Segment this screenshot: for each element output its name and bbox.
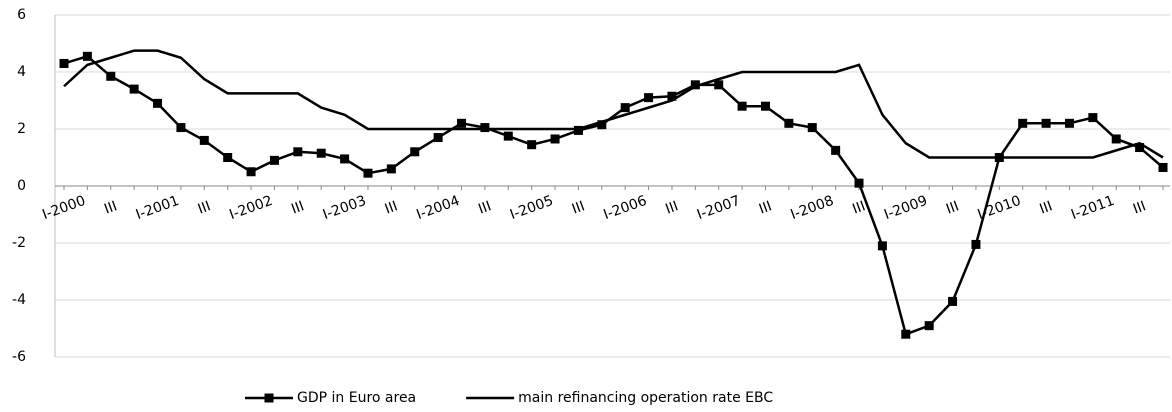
x-tick-label: III <box>476 198 493 217</box>
x-tick-label: I-2009 <box>882 193 930 223</box>
marker <box>59 58 69 68</box>
marker <box>223 153 233 162</box>
x-tick-label: III <box>383 198 400 217</box>
x-tick-label: III <box>196 198 213 217</box>
x-tick-label: I-2004 <box>414 193 462 223</box>
marker <box>1041 118 1051 128</box>
y-tick-label: 0 <box>17 178 26 194</box>
legend-label: main refinancing operation rate EBC <box>518 390 773 406</box>
x-tick-label: I-2002 <box>227 193 275 223</box>
legend-marker <box>264 393 274 403</box>
marker <box>573 125 583 135</box>
marker <box>550 134 560 144</box>
marker <box>690 80 700 90</box>
y-tick-label: -6 <box>12 349 26 365</box>
marker <box>129 84 139 94</box>
marker <box>433 133 443 143</box>
y-tick-label: -2 <box>12 235 26 251</box>
x-tick-label: III <box>1131 198 1148 217</box>
marker <box>480 123 490 133</box>
marker <box>1064 118 1074 128</box>
marker <box>1111 134 1121 144</box>
marker <box>503 131 513 141</box>
marker <box>1158 162 1168 172</box>
marker <box>457 118 467 128</box>
marker <box>246 167 256 177</box>
x-tick-label: III <box>570 198 587 217</box>
marker <box>1135 143 1145 153</box>
marker <box>714 80 724 90</box>
x-tick-label: I-2000 <box>40 193 88 223</box>
series-line <box>63 49 1164 159</box>
series-line <box>63 54 1164 336</box>
marker <box>106 71 116 81</box>
marker <box>1088 113 1098 123</box>
marker <box>199 135 209 145</box>
x-tick-label: III <box>663 198 680 217</box>
marker <box>784 118 794 128</box>
marker <box>924 321 934 331</box>
y-tick-label: 2 <box>17 121 26 137</box>
marker <box>644 93 654 103</box>
marker <box>293 147 303 157</box>
x-tick-label: III <box>944 198 961 217</box>
x-tick-label: I-2001 <box>134 193 182 223</box>
marker <box>340 154 350 164</box>
marker <box>971 239 981 249</box>
x-tick-label: III <box>850 198 867 217</box>
x-tick-label: III <box>1038 198 1055 217</box>
marker <box>620 103 630 113</box>
marker <box>667 91 677 101</box>
marker <box>269 155 279 165</box>
marker <box>176 123 186 133</box>
marker <box>153 98 163 108</box>
marker <box>831 145 841 155</box>
marker <box>807 123 817 133</box>
marker <box>901 329 911 339</box>
x-tick-label: III <box>289 198 306 217</box>
x-tick-label: I-2005 <box>508 193 556 223</box>
x-tick-label: I-2008 <box>788 193 836 223</box>
y-tick-label: 6 <box>17 7 26 23</box>
marker <box>597 120 607 130</box>
marker <box>877 241 887 251</box>
marker <box>363 168 373 178</box>
marker <box>410 147 420 157</box>
x-tick-label: I-2007 <box>695 193 743 223</box>
marker <box>82 51 92 61</box>
marker <box>527 140 537 150</box>
marker <box>854 178 864 188</box>
y-tick-label: 4 <box>17 64 26 80</box>
x-tick-label: I-2011 <box>1069 193 1117 223</box>
y-tick-label: -4 <box>12 292 26 308</box>
x-tick-label: I-2006 <box>601 193 649 223</box>
x-tick-label: I-2003 <box>321 193 369 223</box>
marker <box>1018 118 1028 128</box>
marker <box>760 101 770 111</box>
marker <box>948 296 958 306</box>
x-tick-label: III <box>757 198 774 217</box>
marker <box>737 101 747 111</box>
legend-label: GDP in Euro area <box>297 390 416 406</box>
marker <box>386 164 396 174</box>
x-tick-label: III <box>102 198 119 217</box>
marker <box>316 148 326 158</box>
